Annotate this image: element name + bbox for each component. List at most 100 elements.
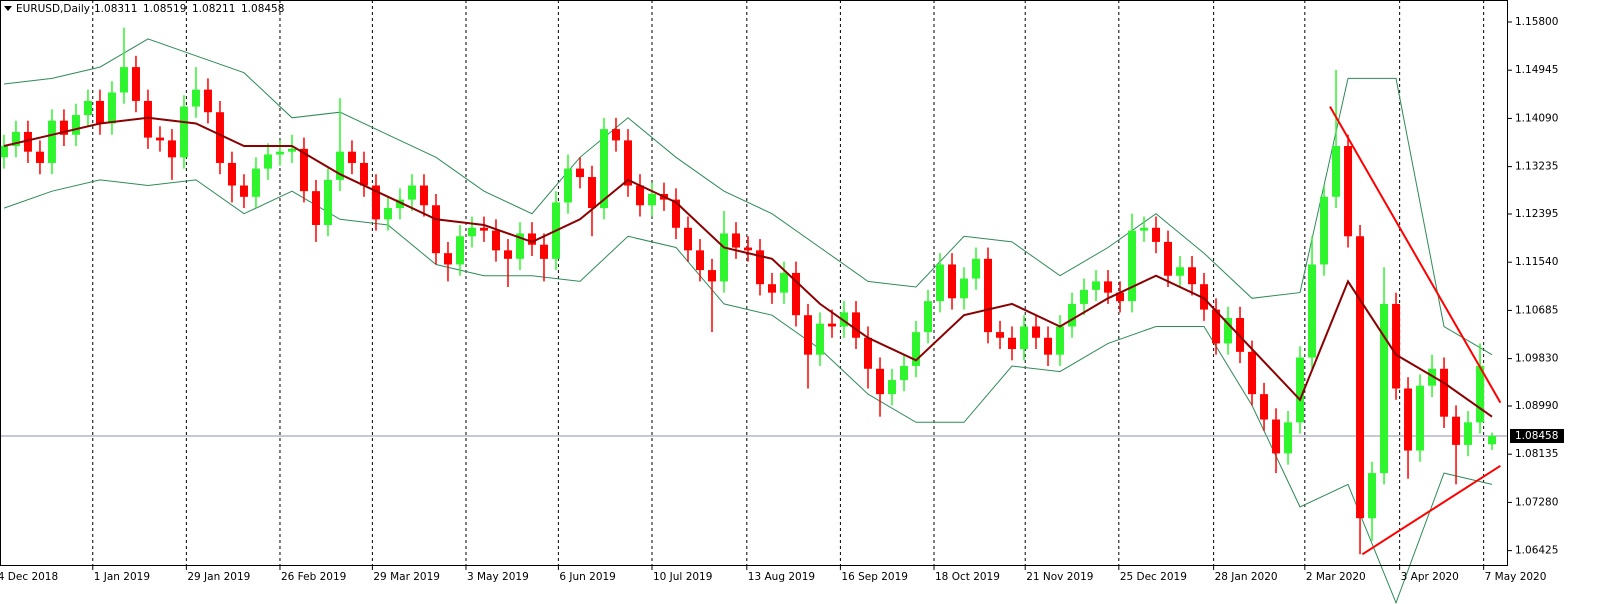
candle-body	[1032, 326, 1041, 338]
candle-body	[47, 120, 56, 163]
price-label: 1.08458	[1515, 430, 1558, 442]
candle-body	[912, 332, 921, 366]
candle-body	[1332, 146, 1341, 197]
candle-body	[1020, 326, 1029, 350]
candle-body	[1392, 303, 1401, 389]
candle-body	[479, 227, 488, 231]
trend-line	[1329, 106, 1502, 404]
marks	[0, 27, 1508, 604]
candle-body	[972, 258, 981, 279]
candle-body	[467, 227, 476, 237]
header-high: 1.08519	[143, 3, 186, 15]
candle-body	[1128, 230, 1137, 302]
candle-body	[1428, 368, 1437, 386]
candle-body	[1092, 281, 1101, 290]
candle-body	[239, 185, 248, 197]
candle-body	[1380, 303, 1389, 474]
candle-body	[1152, 227, 1161, 242]
y-tick-label: 1.08135	[1515, 448, 1558, 460]
candle-body	[780, 272, 789, 293]
y-tick-label: 1.06425	[1515, 545, 1558, 557]
candle-body	[575, 168, 584, 178]
candle-body	[83, 100, 92, 116]
header-close: 1.08458	[241, 3, 284, 15]
candle-body	[756, 250, 765, 285]
trend-line	[1361, 464, 1501, 556]
candle-body	[395, 199, 404, 209]
candle-body	[1200, 284, 1209, 310]
menu-triangle	[4, 6, 12, 11]
candle-body	[119, 67, 128, 93]
header-open: 1.08311	[94, 3, 137, 15]
x-tick-label: 29 Mar 2019	[373, 571, 440, 583]
candle-body	[107, 92, 116, 124]
candle-body	[1248, 351, 1257, 395]
candle-body	[527, 233, 536, 245]
candle-body	[0, 146, 8, 158]
candle-body	[1140, 227, 1149, 231]
candle-body	[1464, 422, 1473, 445]
y-tick-label: 1.08990	[1515, 400, 1558, 412]
candle-body	[840, 312, 849, 327]
candle-body	[563, 168, 572, 203]
header-low: 1.08211	[192, 3, 235, 15]
x-tick-label: 1 Jan 2019	[94, 571, 150, 583]
candle-body	[683, 227, 692, 251]
candle-body	[1224, 318, 1233, 344]
candle-body	[1296, 357, 1305, 423]
x-tick-label: 4 Dec 2018	[0, 571, 58, 583]
y-tick-label: 1.07280	[1515, 496, 1558, 508]
candle-body	[371, 185, 380, 220]
candle-body	[359, 162, 368, 186]
x-tick-label: 13 Aug 2019	[748, 571, 815, 583]
candle-body	[1452, 416, 1461, 445]
candle-body	[876, 368, 885, 395]
candle-body	[491, 230, 500, 251]
candle-body	[443, 253, 452, 265]
candle-body	[455, 236, 464, 265]
candle-body	[95, 100, 104, 124]
candle-body	[731, 233, 740, 248]
candle-body	[1008, 337, 1017, 350]
candle-body	[852, 312, 861, 338]
candle-body	[59, 120, 68, 135]
candle-body	[792, 272, 801, 316]
candle-body	[323, 179, 332, 225]
candle-body	[155, 137, 164, 141]
candle-body	[695, 250, 704, 271]
y-tick-label: 1.12395	[1515, 208, 1558, 220]
candle-body	[611, 129, 620, 141]
candle-body	[227, 162, 236, 186]
candle-body	[1188, 267, 1197, 285]
price-label-box	[1510, 428, 1564, 443]
candle-body	[311, 191, 320, 225]
candle-body	[539, 244, 548, 259]
candle-body	[1068, 303, 1077, 327]
x-tick-label: 10 Jul 2019	[653, 571, 712, 583]
candle-body	[936, 264, 945, 302]
x-tick-label: 7 May 2020	[1485, 571, 1547, 583]
candle-body	[623, 140, 632, 186]
candle-body	[1320, 196, 1329, 265]
candle-body	[407, 185, 416, 200]
candle-body	[23, 131, 32, 152]
candle-body	[816, 323, 825, 355]
candle-body	[203, 89, 212, 113]
candle-body	[1356, 236, 1365, 519]
candle-body	[599, 129, 608, 209]
candle-body	[215, 112, 224, 163]
candle-body	[431, 205, 440, 254]
candle-body	[587, 177, 596, 209]
candle-body	[707, 270, 716, 282]
candle-body	[287, 148, 296, 152]
candle-body	[960, 278, 969, 299]
candle-body	[1176, 267, 1185, 276]
candle-body	[191, 89, 200, 107]
y-tick-label: 1.14090	[1515, 112, 1558, 124]
candle-body	[143, 100, 152, 138]
candle-body	[743, 247, 752, 251]
candle-body	[635, 185, 644, 206]
candle-body	[1212, 309, 1221, 344]
moving-average	[3, 116, 1493, 418]
x-tick-label: 26 Feb 2019	[281, 571, 346, 583]
